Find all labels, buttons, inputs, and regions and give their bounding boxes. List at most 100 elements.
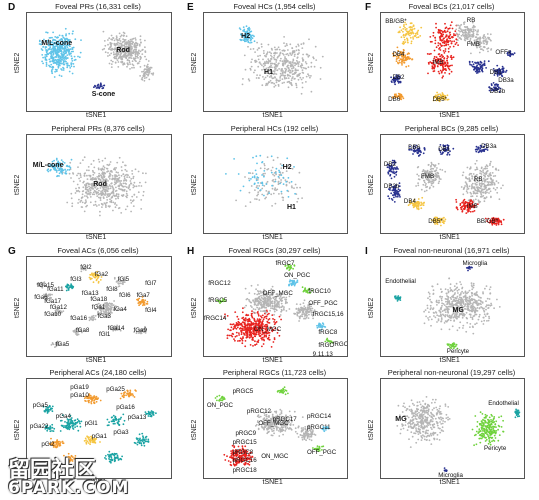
- cell-point: [124, 182, 127, 185]
- cell-point: [256, 74, 258, 76]
- cell-point: [116, 38, 119, 41]
- cell-point: [70, 55, 73, 57]
- cell-point: [298, 171, 301, 174]
- cell-point: [274, 67, 277, 70]
- cell-point: [242, 26, 245, 29]
- cell-point: [87, 166, 90, 168]
- cell-point: [136, 62, 139, 65]
- cell-point: [47, 41, 49, 44]
- cell-point: [475, 166, 478, 169]
- cell-point: [257, 182, 259, 184]
- cell-point: [414, 32, 417, 35]
- cell-point: [65, 170, 67, 172]
- cell-point: [411, 58, 414, 61]
- cell-point: [250, 35, 252, 37]
- cell-point: [58, 34, 61, 37]
- cluster-label: RB: [466, 16, 476, 24]
- cell-point: [124, 50, 126, 52]
- cell-point: [132, 175, 135, 178]
- cell-point: [77, 55, 79, 58]
- cell-point: [78, 190, 81, 193]
- cell-point: [389, 173, 392, 176]
- cell-point: [283, 60, 286, 63]
- cell-point: [477, 29, 479, 31]
- cell-point: [447, 43, 450, 46]
- cell-point: [51, 405, 54, 408]
- cell-point: [129, 68, 131, 70]
- cell-point: [114, 459, 116, 462]
- cell-point: [52, 165, 55, 167]
- cell-point: [137, 51, 140, 53]
- cell-point: [110, 192, 113, 194]
- cell-point: [270, 47, 273, 50]
- cell-point: [132, 184, 135, 186]
- cell-point: [115, 35, 118, 37]
- cell-point: [115, 419, 118, 421]
- cell-point: [108, 163, 111, 166]
- cell-point: [102, 197, 105, 200]
- cell-point: [393, 201, 396, 203]
- cell-point: [434, 39, 437, 42]
- cell-point: [298, 52, 300, 54]
- cell-point: [152, 72, 155, 75]
- cell-point: [455, 41, 458, 44]
- cell-point: [466, 185, 468, 188]
- cell-point: [114, 168, 117, 171]
- cell-point: [118, 187, 120, 190]
- cell-point: [99, 184, 101, 187]
- cell-point: [483, 200, 486, 203]
- cell-point: [257, 65, 260, 68]
- cell-point: [267, 61, 270, 64]
- cell-point: [262, 65, 265, 68]
- cell-point: [269, 79, 272, 82]
- cell-point: [109, 310, 112, 312]
- cell-point: [121, 41, 124, 44]
- cell-point: [295, 82, 297, 85]
- cell-point: [439, 69, 442, 72]
- cell-point: [265, 82, 268, 85]
- cell-point: [404, 26, 406, 29]
- cell-point: [405, 65, 408, 68]
- cell-point: [64, 421, 66, 423]
- cell-point: [117, 193, 120, 196]
- cell-point: [113, 420, 115, 423]
- cell-point: [79, 51, 82, 54]
- cell-point: [422, 152, 425, 155]
- cell-point: [114, 453, 117, 455]
- cell-point: [128, 50, 131, 52]
- cell-point: [423, 181, 426, 184]
- cell-point: [265, 183, 268, 185]
- cell-point: [108, 48, 110, 51]
- cell-point: [279, 72, 282, 75]
- cell-point: [58, 39, 60, 42]
- cell-point: [272, 56, 275, 59]
- cell-point: [502, 218, 505, 221]
- cell-point: [432, 63, 435, 66]
- cell-point: [134, 37, 137, 39]
- cell-point: [410, 42, 413, 45]
- cell-point: [130, 178, 133, 180]
- cell-point: [434, 58, 437, 61]
- cell-point: [422, 204, 425, 207]
- cell-point: [119, 55, 122, 58]
- cell-point: [257, 58, 260, 61]
- cell-point: [99, 180, 102, 182]
- cell-point: [77, 202, 79, 204]
- cell-point: [398, 194, 401, 197]
- cell-point: [500, 223, 503, 226]
- cell-point: [92, 178, 95, 181]
- cell-point: [477, 61, 480, 64]
- cell-point: [485, 38, 487, 40]
- cluster-label: DB2: [392, 73, 405, 81]
- cell-point: [98, 178, 100, 181]
- cell-point: [69, 166, 72, 169]
- cell-point: [55, 56, 57, 58]
- cell-point: [469, 179, 471, 182]
- cell-point: [70, 192, 73, 195]
- cell-point: [443, 52, 446, 54]
- cell-point: [412, 153, 414, 155]
- cell-point: [292, 76, 294, 78]
- cell-point: [86, 193, 89, 195]
- cell-point: [434, 177, 437, 180]
- cell-point: [413, 205, 416, 208]
